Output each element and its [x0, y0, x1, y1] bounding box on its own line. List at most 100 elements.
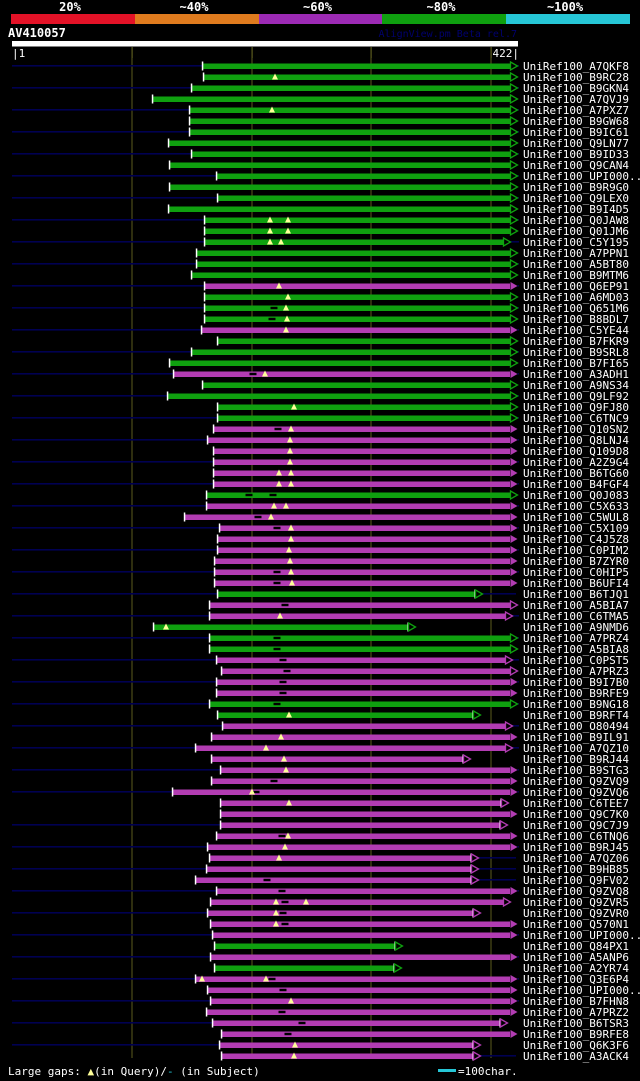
hsp-bar[interactable] — [203, 382, 510, 389]
hit-label[interactable]: UniRef100_B9R9G0 — [523, 181, 629, 194]
hsp-bar[interactable] — [205, 217, 510, 224]
hit-label[interactable]: UniRef100_Q9LEX0 — [523, 192, 629, 205]
hit-label[interactable]: UniRef100_C5WUL8 — [523, 511, 629, 524]
hsp-bar[interactable] — [205, 239, 503, 246]
hit-label[interactable]: UniRef100_Q9CAN4 — [523, 159, 629, 172]
hit-label[interactable]: UniRef100_C6TNC9 — [523, 412, 629, 425]
hsp-bar[interactable] — [207, 503, 510, 510]
hsp-bar[interactable] — [218, 536, 510, 543]
hit-label[interactable]: UniRef100_B9RFE8 — [523, 1028, 629, 1041]
hsp-bar[interactable] — [213, 1020, 500, 1027]
hsp-bar[interactable] — [222, 1031, 510, 1038]
hsp-bar[interactable] — [218, 338, 510, 345]
hit-label[interactable]: UniRef100_Q570N1 — [523, 918, 629, 931]
hsp-bar[interactable] — [208, 844, 510, 851]
hit-label[interactable]: UniRef100_Q0JAW8 — [523, 214, 629, 227]
hit-label[interactable]: UniRef100_A5BIA8 — [523, 643, 629, 656]
hit-label[interactable]: UniRef100_Q84PX1 — [523, 940, 629, 953]
hit-label[interactable]: UniRef100_Q9C7J9 — [523, 819, 629, 832]
hsp-bar[interactable] — [215, 965, 394, 972]
hsp-bar[interactable] — [218, 547, 510, 554]
hsp-bar[interactable] — [217, 679, 510, 686]
hsp-bar[interactable] — [218, 591, 475, 598]
hsp-bar[interactable] — [174, 371, 510, 378]
hsp-bar[interactable] — [218, 404, 510, 411]
hsp-bar[interactable] — [169, 206, 510, 213]
hit-label[interactable]: UniRef100_A3ACK4 — [523, 1050, 629, 1063]
hsp-bar[interactable] — [210, 701, 510, 708]
hsp-bar[interactable] — [168, 393, 510, 400]
hsp-bar[interactable] — [211, 998, 510, 1005]
hit-label[interactable]: UniRef100_A7QKF8 — [523, 60, 629, 73]
hit-label[interactable]: UniRef100_B7ZYR0 — [523, 555, 629, 568]
hit-label[interactable]: UniRef100_Q9ZVR0 — [523, 907, 629, 920]
hit-label[interactable]: UniRef100_B9NG18 — [523, 698, 629, 711]
hsp-bar[interactable] — [217, 173, 510, 180]
hit-label[interactable]: UniRef100_B9RC28 — [523, 71, 629, 84]
hsp-bar[interactable] — [214, 426, 510, 433]
hit-label[interactable]: UniRef100_B9GW68 — [523, 115, 629, 128]
hsp-bar[interactable] — [192, 349, 510, 356]
hit-label[interactable]: UniRef100_A7PRZ3 — [523, 665, 629, 678]
hsp-bar[interactable] — [197, 250, 510, 257]
hsp-bar[interactable] — [190, 107, 510, 114]
hsp-bar[interactable] — [214, 470, 510, 477]
hit-label[interactable]: UniRef100_B9I4D5 — [523, 203, 629, 216]
hit-label[interactable]: UniRef100_Q9LF92 — [523, 390, 629, 403]
hit-label[interactable]: UniRef100_Q9ZVQ8 — [523, 885, 629, 898]
hit-label[interactable]: UniRef100_A5ANP6 — [523, 951, 629, 964]
hit-label[interactable]: UniRef100_Q0J083 — [523, 489, 629, 502]
hsp-bar[interactable] — [153, 96, 510, 103]
hit-label[interactable]: UniRef100_Q9ZVR5 — [523, 896, 629, 909]
hit-label[interactable]: UniRef100_A7PRZ4 — [523, 632, 629, 645]
hsp-bar[interactable] — [192, 151, 510, 158]
hsp-bar[interactable] — [207, 866, 471, 873]
hit-label[interactable]: UniRef100_A5BIA7 — [523, 599, 629, 612]
hsp-bar[interactable] — [217, 888, 510, 895]
hit-label[interactable]: UniRef100_A7PRZ2 — [523, 1006, 629, 1019]
hsp-bar[interactable] — [217, 690, 510, 697]
hsp-bar[interactable] — [214, 459, 510, 466]
hsp-bar[interactable] — [204, 74, 510, 81]
hsp-bar[interactable] — [208, 437, 510, 444]
hsp-bar[interactable] — [196, 976, 510, 983]
hsp-bar[interactable] — [211, 921, 510, 928]
hit-label[interactable]: UniRef100_B9SRL8 — [523, 346, 629, 359]
hit-label[interactable]: UniRef100_B9RFT4 — [523, 709, 629, 722]
hsp-bar[interactable] — [192, 272, 510, 279]
hit-label[interactable]: UniRef100_Q109D8 — [523, 445, 629, 458]
hsp-bar[interactable] — [210, 635, 510, 642]
hit-label[interactable]: UniRef100_Q01JM6 — [523, 225, 629, 238]
hit-label[interactable]: UniRef100_B7FI65 — [523, 357, 629, 370]
hit-label[interactable]: UniRef100_UPI000.. — [523, 929, 640, 942]
hit-label[interactable]: UniRef100_C6TMA5 — [523, 610, 629, 623]
hit-label[interactable]: UniRef100_B9IL91 — [523, 731, 629, 744]
hit-label[interactable]: UniRef100_A7PXZ7 — [523, 104, 629, 117]
hit-label[interactable]: UniRef100_C5YE44 — [523, 324, 629, 337]
hsp-bar[interactable] — [215, 569, 510, 576]
hit-label[interactable]: UniRef100_B8BDL7 — [523, 313, 629, 326]
hit-label[interactable]: UniRef100_B6TG60 — [523, 467, 629, 480]
hsp-bar[interactable] — [170, 360, 510, 367]
hsp-bar[interactable] — [210, 855, 471, 862]
hsp-bar[interactable] — [221, 822, 500, 829]
hit-label[interactable]: UniRef100_Q9LN77 — [523, 137, 629, 150]
hit-label[interactable]: UniRef100_B9HB85 — [523, 863, 629, 876]
hsp-bar[interactable] — [207, 492, 510, 499]
hit-label[interactable]: UniRef100_Q9ZVQ9 — [523, 775, 629, 788]
hsp-bar[interactable] — [223, 723, 505, 730]
hit-label[interactable]: UniRef100_Q9FV02 — [523, 874, 629, 887]
hit-label[interactable]: UniRef100_C4J5Z8 — [523, 533, 629, 546]
hit-label[interactable]: UniRef100_A2Z9G4 — [523, 456, 629, 469]
hit-label[interactable]: UniRef100_Q9ZVQ6 — [523, 786, 629, 799]
hit-label[interactable]: UniRef100_Q6K3F6 — [523, 1039, 629, 1052]
hsp-bar[interactable] — [221, 811, 510, 818]
hsp-bar[interactable] — [217, 657, 505, 664]
hit-label[interactable]: UniRef100_B9RFE9 — [523, 687, 629, 700]
hit-label[interactable]: UniRef100_Q9FJ80 — [523, 401, 629, 414]
hsp-bar[interactable] — [205, 283, 510, 290]
hsp-bar[interactable] — [217, 833, 510, 840]
hsp-bar[interactable] — [205, 294, 510, 301]
hsp-bar[interactable] — [214, 481, 510, 488]
hit-label[interactable]: UniRef100_C0HIP5 — [523, 566, 629, 579]
